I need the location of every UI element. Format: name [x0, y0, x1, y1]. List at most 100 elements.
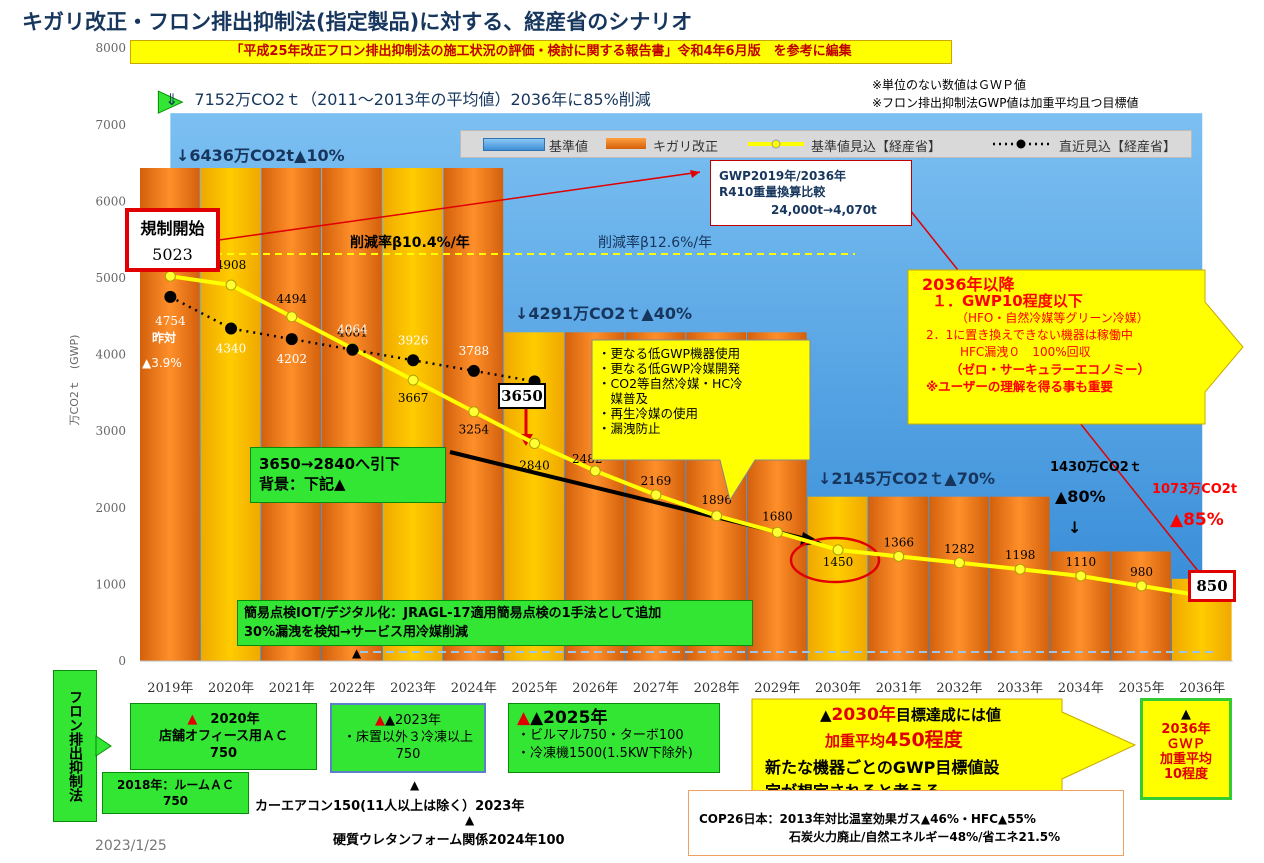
- box-2025-b: ・ビルマル750・ターボ100: [517, 728, 684, 743]
- gwp-compare-l2: R410重量換算比較: [719, 185, 826, 199]
- recent-data-label: 4064: [337, 323, 368, 337]
- box-2018: 2018年：ルームＡＣ 750: [102, 772, 249, 814]
- baseline-forecast-point: [893, 550, 905, 562]
- y-tick-label: 3000: [95, 424, 126, 438]
- rate-2: 削減率β12.6%/年: [598, 235, 713, 251]
- after2036-f: ※ユーザーの理解を得る事も重要: [926, 379, 1113, 394]
- x-tick-label: 2035年: [1119, 681, 1165, 696]
- kigali-bar: [382, 168, 443, 662]
- legend-swatch-base: [483, 138, 545, 151]
- label-lastyear-pct: ▲3.9%: [142, 356, 182, 370]
- box-2036-10: 10程度: [1163, 767, 1209, 782]
- label-10pct: ↓6436万CO2t▲10%: [176, 146, 345, 165]
- x-tick-label: 2025年: [512, 681, 558, 696]
- callout-line-5: ・再生冷媒の使用: [598, 406, 699, 421]
- recent-data-label: 4202: [276, 352, 307, 366]
- recent-forecast-point: [467, 364, 480, 377]
- baseline-data-label: 3254: [459, 423, 490, 437]
- label-lastyear: 昨対: [152, 331, 177, 345]
- label-1430: 1430万CO2ｔ: [1050, 460, 1142, 475]
- after2036-b: （HFO・自然冷媒等グリーン冷媒）: [956, 311, 1149, 325]
- circle-1450: [789, 536, 881, 584]
- x-tick-label: 2024年: [451, 681, 497, 696]
- side-arrow: [95, 735, 112, 757]
- recent-forecast-point: [164, 290, 177, 303]
- baseline-data-label: 4494: [276, 292, 307, 306]
- cop26-box: COP26日本：2013年対比温室効果ガス▲46%・HFC▲55% 石炭火力廃止…: [688, 790, 1124, 856]
- iot-triangle: ▲: [352, 646, 362, 660]
- box-2023-year: ▲2023年: [384, 713, 442, 728]
- x-tick-label: 2034年: [1058, 681, 1104, 696]
- baseline-data-label: 1198: [1005, 548, 1036, 562]
- baseline-forecast-point: [225, 279, 237, 291]
- label-1073: 1073万CO2t: [1152, 482, 1238, 497]
- recent-forecast-point: [285, 333, 298, 346]
- x-tick-label: 2036年: [1179, 681, 1225, 696]
- page-title: キガリ改正・フロン排出抑制法(指定製品)に対する、経産省のシナリオ: [22, 10, 693, 34]
- y-tick-label: 0: [118, 654, 126, 668]
- x-tick-label: 2030年: [815, 681, 861, 696]
- baseline-forecast-point: [771, 526, 783, 538]
- y-tick-label: 6000: [95, 194, 126, 208]
- label-85pct: ▲85%: [1170, 510, 1224, 530]
- baseline-forecast-line: [170, 274, 1203, 598]
- legend-baseline-line: 基準値見込【経産省】: [811, 140, 942, 155]
- box-2030-450: 450程度: [885, 729, 963, 751]
- baseline-data-label: 980: [1130, 565, 1153, 579]
- rate-1: 削減率β10.4%/年: [350, 235, 470, 251]
- box-2020-year: 2020年: [210, 712, 260, 727]
- recent-data-label: 3926: [398, 333, 429, 347]
- box-2025: ▲▲2025年 ・ビルマル750・ターボ100 ・冷凍機1500(1.5KW下除…: [508, 703, 720, 773]
- baseline-data-label: 1896: [701, 493, 732, 507]
- baseline-forecast-point: [1136, 580, 1148, 592]
- after2036-arrow: [907, 269, 1244, 425]
- baseline-forecast-point: [164, 270, 176, 282]
- after2036-box: 2036年以降 １．GWP10程度以下 （HFO・自然冷媒等グリーン冷媒） 2．…: [922, 276, 1150, 395]
- callout-line-2: ・更なる低GWP冷媒開発: [598, 361, 741, 376]
- box-2023: ▲▲2023年 ・床置以外３冷凍以上 750: [330, 703, 486, 773]
- series-lines: [164, 270, 1208, 602]
- baseline-forecast-point: [711, 510, 723, 522]
- x-tick-label: 2032年: [936, 681, 982, 696]
- tri-car: ▲: [410, 778, 420, 792]
- y-tick-label: 2000: [95, 501, 126, 515]
- green-3650-box: 3650→2840へ引下 背景：下記▲: [250, 447, 446, 503]
- x-tick-label: 2021年: [269, 681, 315, 696]
- x-tick-label: 2027年: [633, 681, 679, 696]
- box-2020-tri: ▲: [187, 712, 198, 727]
- kigali-bar: [261, 168, 322, 662]
- y-tick-label: 8000: [95, 41, 126, 55]
- legend-base: 基準値: [549, 140, 589, 155]
- green-3650-b: 背景：下記▲: [259, 475, 346, 493]
- cop26-a: COP26日本：2013年対比温室効果ガス▲46%・HFC▲55%: [699, 812, 1036, 826]
- kigali-bar: [989, 496, 1050, 661]
- y-tick-label: 1000: [95, 577, 126, 591]
- after2036-d: HFC漏洩０ 100%回収: [960, 345, 1091, 359]
- legend-swatch-baseline-line: [748, 139, 804, 149]
- start-title: 規制開始: [140, 219, 205, 238]
- baseline-forecast-point: [589, 465, 601, 477]
- recent-data-label: 3788: [459, 344, 490, 358]
- box-850: 850: [1188, 570, 1236, 602]
- callout-line-1: ・更なる低GWP機器使用: [598, 346, 741, 361]
- after2036-a: １．GWP10程度以下: [932, 292, 1083, 310]
- box-2020-item: 店舗オフィース用ＡＣ: [158, 729, 289, 744]
- cop26-b: 石炭火力廃止/自然エネルギー48%/省エネ21.5%: [789, 830, 1061, 844]
- box-2030-tri: ▲: [820, 706, 832, 724]
- note-gwp: ※フロン排出抑制法GWP値は加重平均且つ目標値: [872, 96, 1139, 110]
- recent-data-label: 4340: [216, 342, 247, 356]
- x-tick-label: 2023年: [390, 681, 436, 696]
- baseline-forecast-point: [650, 489, 662, 501]
- x-tick-label: 2026年: [572, 681, 618, 696]
- after2036-title: 2036年以降: [922, 275, 1015, 294]
- baseline-data-label: 1110: [1066, 555, 1097, 569]
- baseline-forecast-point: [1014, 563, 1026, 575]
- box-2036-tri: ▲: [1181, 707, 1191, 722]
- y-axis: 0 1000 2000 3000 4000 5000 6000 7000 8000 万CO2ｔ (…: [68, 41, 126, 668]
- legend: 基準値 キガリ改正 基準値見込【経産省】 直近見込【経産省】: [460, 130, 1192, 158]
- legend-swatch-recent-line: [993, 139, 1049, 149]
- box-2030-need: 目標達成には値: [895, 706, 1001, 724]
- kigali-bar: [1111, 551, 1171, 661]
- recent-forecast-point: [225, 322, 238, 335]
- recent-forecast-point: [346, 343, 359, 356]
